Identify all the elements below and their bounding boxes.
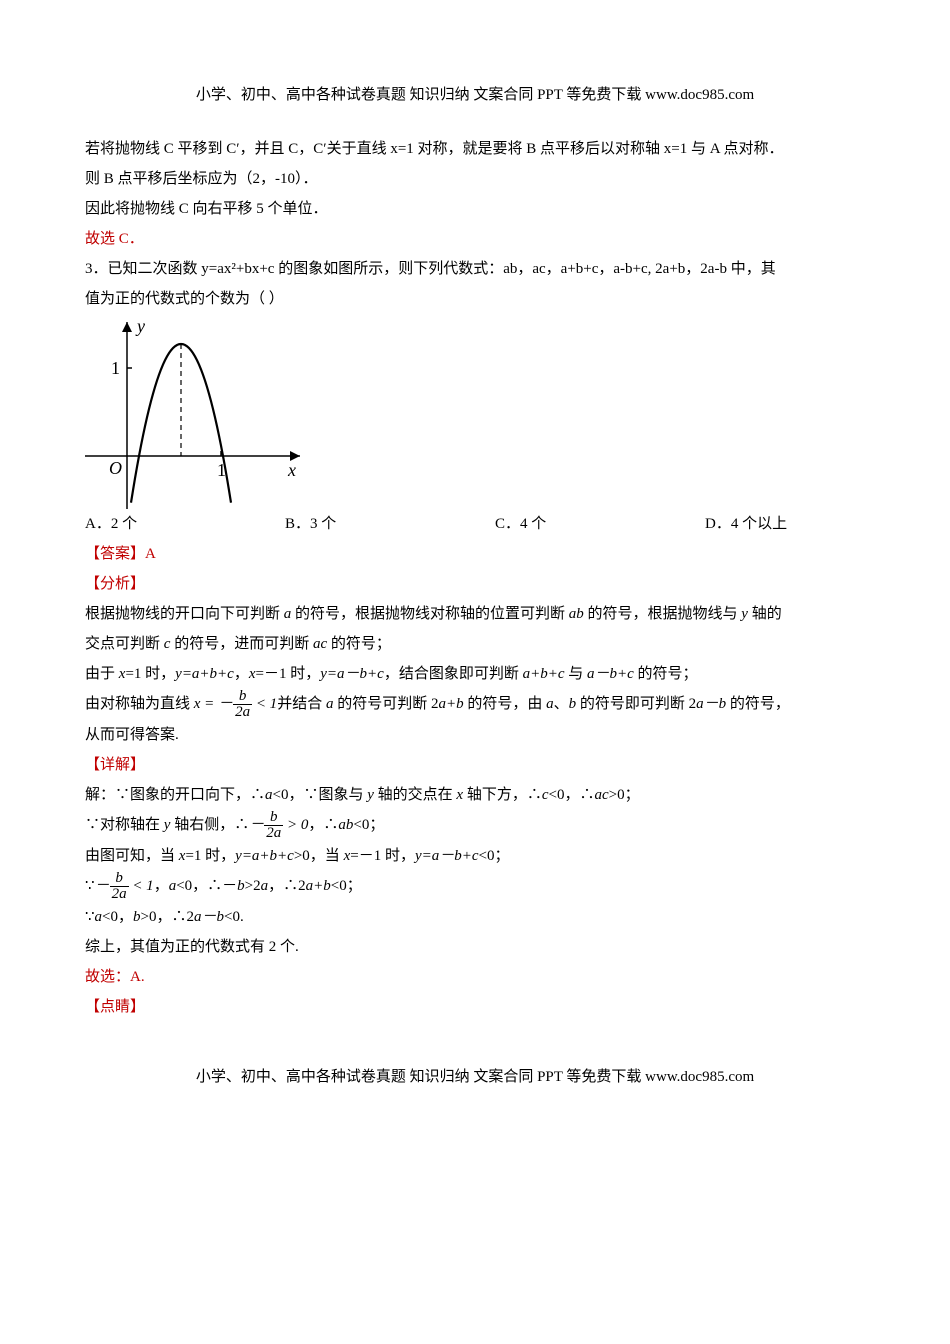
svg-text:1: 1: [111, 358, 120, 378]
formula-neg-b-2a-gt0: －b2a > 0: [249, 817, 308, 833]
q3-stem-1: 3．已知二次函数 y=ax²+bx+c 的图象如图所示，则下列代数式：ab，ac…: [85, 254, 865, 284]
analysis-p2: 交点可判断 c 的符号，进而可判断 ac 的符号；: [85, 629, 865, 659]
detail-d5: ∵a<0，b>0，∴2a－b<0.: [85, 902, 865, 932]
svg-text:y: y: [135, 316, 145, 336]
prev-line-1: 若将抛物线 C 平移到 C′，并且 C，C′关于直线 x=1 对称，就是要将 B…: [85, 134, 865, 164]
prev-choice: 故选 C．: [85, 224, 865, 254]
q3-graph: y x O 1 1: [85, 314, 865, 509]
detail-d6: 综上，其值为正的代数式有 2 个.: [85, 932, 865, 962]
q3-options: A．2 个 B．3 个 C．4 个 D．4 个以上: [85, 509, 865, 539]
option-a: A．2 个: [85, 509, 285, 539]
option-c: C．4 个: [495, 509, 705, 539]
svg-text:1: 1: [217, 460, 226, 480]
option-b: B．3 个: [285, 509, 495, 539]
analysis-p1: 根据抛物线的开口向下可判断 a 的符号，根据抛物线对称轴的位置可判断 ab 的符…: [85, 599, 865, 629]
page-header: 小学、初中、高中各种试卷真题 知识归纳 文案合同 PPT 等免费下载 www.d…: [85, 80, 865, 110]
analysis-label: 【分析】: [85, 569, 865, 599]
formula-neg-b-2a-lt1: －b2a < 1: [95, 878, 154, 894]
analysis-p5: 从而可得答案.: [85, 720, 865, 750]
detail-d1: 解：∵图象的开口向下，∴a<0，∵图象与 y 轴的交点在 x 轴下方，∴c<0，…: [85, 780, 865, 810]
prev-line-2: 则 B 点平移后坐标应为（2，-10）．: [85, 164, 865, 194]
page-footer: 小学、初中、高中各种试卷真题 知识归纳 文案合同 PPT 等免费下载 www.d…: [85, 1062, 865, 1092]
answer-line: 【答案】A: [85, 539, 865, 569]
answer-value: A: [145, 546, 156, 562]
option-d: D．4 个以上: [705, 509, 865, 539]
detail-d7: 故选：A.: [85, 962, 865, 992]
prev-line-3: 因此将抛物线 C 向右平移 5 个单位．: [85, 194, 865, 224]
svg-text:x: x: [287, 460, 296, 480]
analysis-p4: 由对称轴为直线 x = －b2a < 1并结合 a 的符号可判断 2a+b 的符…: [85, 689, 865, 720]
detail-d2: ∵对称轴在 y 轴右侧，∴－b2a > 0，∴ab<0；: [85, 810, 865, 841]
q3-stem-2: 值为正的代数式的个数为（ ）: [85, 284, 865, 314]
analysis-p3: 由于 x=1 时，y=a+b+c，x=－1 时，y=a－b+c，结合图象即可判断…: [85, 659, 865, 689]
detail-d3: 由图可知，当 x=1 时，y=a+b+c>0，当 x=－1 时，y=a－b+c<…: [85, 841, 865, 871]
point-label: 【点睛】: [85, 992, 865, 1022]
answer-label: 【答案】: [85, 546, 145, 562]
svg-text:O: O: [109, 458, 122, 478]
formula-axis: x = －b2a < 1: [194, 696, 277, 712]
detail-label: 【详解】: [85, 750, 865, 780]
detail-d4: ∵－b2a < 1，a<0，∴－b>2a，∴2a+b<0；: [85, 871, 865, 902]
